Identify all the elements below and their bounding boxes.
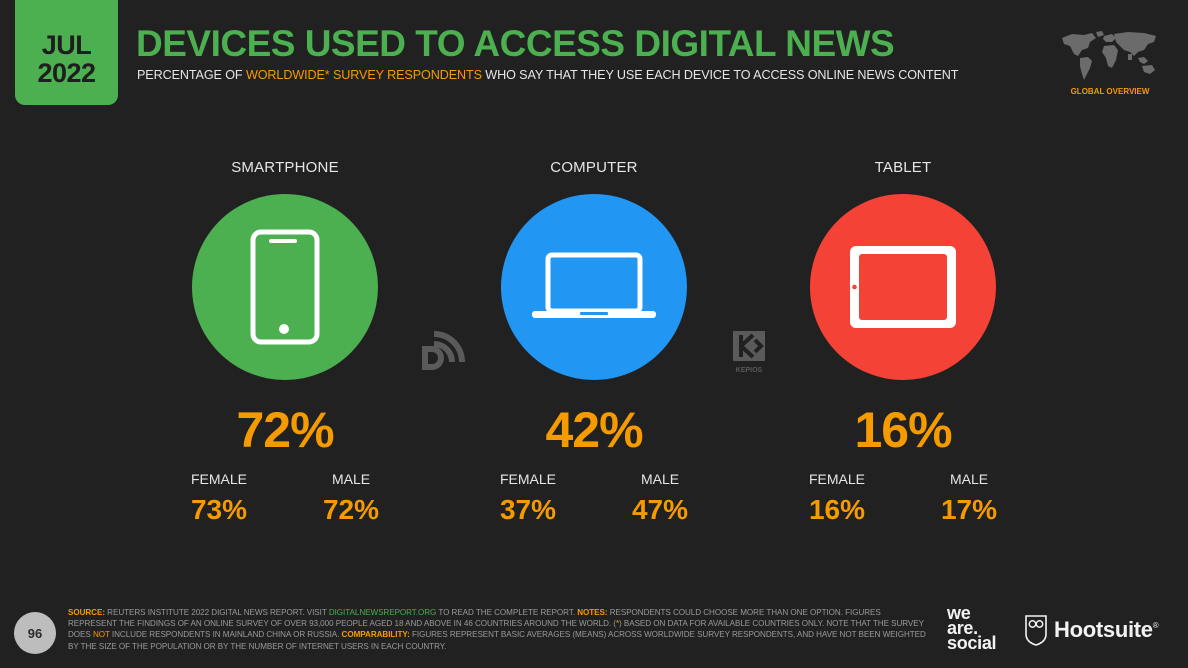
- notes-text-3: INCLUDE RESPONDENTS IN MAINLAND CHINA OR…: [109, 630, 342, 640]
- male-label: MALE: [949, 471, 989, 487]
- gender-split: FEMALE 37% MALE 47%: [464, 470, 724, 526]
- male-value: 47%: [631, 494, 689, 525]
- laptop-icon: [532, 252, 656, 318]
- world-map-icon: [1062, 31, 1156, 80]
- device-label: COMPUTER: [550, 159, 638, 176]
- page-subtitle: PERCENTAGE OF WORLDWIDE* SURVEY RESPONDE…: [137, 68, 958, 82]
- notes-text: RESPONDENTS COULD CHOOSE MORE THAN ONE O…: [68, 608, 881, 629]
- source-key: SOURCE:: [68, 608, 105, 617]
- device-circle: [501, 194, 687, 380]
- source-text-2: TO READ THE COMPLETE REPORT.: [436, 608, 578, 617]
- kepios-logo-icon: KEPIOS: [733, 331, 765, 374]
- male-value: 72%: [322, 494, 380, 525]
- region-label: GLOBAL OVERVIEW: [1070, 87, 1150, 96]
- device-circle: [810, 194, 996, 380]
- brand-line: we: [947, 603, 971, 623]
- female-label: FEMALE: [190, 471, 247, 487]
- female-label: FEMALE: [499, 471, 556, 487]
- male-label: MALE: [331, 471, 371, 487]
- notes-text-2: ) BASED ON DATA FOR AVAILABLE COUNTRIES …: [68, 619, 924, 640]
- device-total: 72%: [236, 402, 334, 458]
- device-tablet: TABLET 16% FEMALE 16% MALE 17%: [773, 158, 1033, 526]
- device-computer: COMPUTER 42% FEMALE 37% MALE 47%: [464, 158, 724, 526]
- gender-split: FEMALE 73% MALE 72%: [155, 470, 415, 526]
- registered-mark: ®: [1152, 621, 1159, 630]
- digital-news-report-logo-icon: [422, 331, 465, 370]
- device-label: SMARTPHONE: [231, 159, 339, 176]
- device-smartphone: SMARTPHONE 72% FEMALE 73% MALE 72%: [155, 158, 415, 526]
- female-value: 16%: [808, 494, 866, 525]
- hootsuite-logo: Hootsuite®: [1024, 614, 1159, 646]
- notes-star: *: [615, 619, 620, 629]
- owl-icon: [1025, 615, 1047, 646]
- tablet-icon: [850, 246, 956, 328]
- male-value: 17%: [940, 494, 998, 525]
- subtitle-highlight: WORLDWIDE* SURVEY RESPONDENTS: [245, 68, 482, 82]
- notes-not: NOT: [92, 630, 110, 640]
- page-number: 96: [14, 612, 56, 654]
- device-total: 42%: [545, 402, 643, 458]
- kepios-label: KEPIOS: [736, 367, 763, 374]
- comparability-key: COMPARABILITY:: [341, 630, 410, 640]
- smartphone-icon: [250, 229, 320, 345]
- brand-line: are.: [947, 618, 978, 638]
- source-text: REUTERS INSTITUTE 2022 DIGITAL NEWS REPO…: [104, 608, 329, 617]
- page-title: DEVICES USED TO ACCESS DIGITAL NEWS: [136, 23, 895, 64]
- date-month: JUL: [41, 30, 92, 60]
- device-label: TABLET: [874, 159, 932, 176]
- footnote: SOURCE: REUTERS INSTITUTE 2022 DIGITAL N…: [68, 607, 930, 652]
- female-label: FEMALE: [808, 471, 865, 487]
- male-label: MALE: [640, 471, 680, 487]
- date-badge: JUL 2022: [15, 0, 118, 105]
- comparability-text: FIGURES REPRESENT BASIC AVERAGES (MEANS)…: [68, 630, 926, 651]
- brand-line: social: [947, 633, 997, 653]
- subtitle-text-end: WHO SAY THAT THEY USE EACH DEVICE TO ACC…: [481, 68, 959, 82]
- date-year: 2022: [37, 58, 96, 88]
- notes-key: NOTES:: [577, 608, 608, 617]
- hootsuite-wordmark: Hootsuite®: [1054, 617, 1159, 643]
- gender-split: FEMALE 16% MALE 17%: [773, 470, 1033, 526]
- female-value: 73%: [190, 494, 248, 525]
- hootsuite-name: Hootsuite: [1054, 617, 1153, 642]
- device-circle: [192, 194, 378, 380]
- source-link[interactable]: DIGITALNEWSREPORT.ORG: [328, 608, 437, 617]
- we-are-social-logo: we are. social: [947, 603, 997, 653]
- device-total: 16%: [854, 402, 952, 458]
- subtitle-text: PERCENTAGE OF: [137, 68, 246, 82]
- female-value: 37%: [499, 494, 557, 525]
